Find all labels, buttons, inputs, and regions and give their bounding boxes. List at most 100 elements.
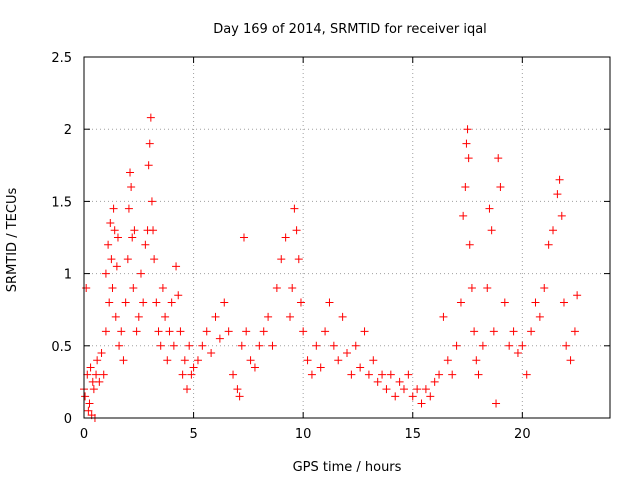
data-point xyxy=(272,284,281,293)
data-point xyxy=(108,284,117,293)
x-tick-label: 15 xyxy=(404,427,421,442)
data-point xyxy=(509,327,518,336)
data-point xyxy=(307,370,316,379)
data-point xyxy=(126,168,135,177)
data-point xyxy=(174,291,183,300)
data-point xyxy=(435,370,444,379)
data-point xyxy=(82,284,91,293)
data-point xyxy=(149,226,158,235)
data-point xyxy=(89,385,98,394)
data-point xyxy=(527,327,536,336)
data-point xyxy=(299,327,308,336)
data-point xyxy=(426,392,435,401)
data-point xyxy=(467,284,476,293)
data-point xyxy=(391,392,400,401)
y-tick-label: 1.5 xyxy=(51,195,72,210)
data-point xyxy=(474,370,483,379)
data-point xyxy=(513,349,522,358)
data-point xyxy=(465,240,474,249)
data-point xyxy=(531,298,540,307)
data-point xyxy=(535,312,544,321)
data-point xyxy=(169,341,178,350)
x-tick-label: 5 xyxy=(189,427,197,442)
data-point xyxy=(85,399,94,408)
data-point xyxy=(139,298,148,307)
data-point xyxy=(167,298,176,307)
data-point xyxy=(338,312,347,321)
data-point xyxy=(176,327,185,336)
data-point xyxy=(229,370,238,379)
data-point xyxy=(111,312,120,321)
data-point xyxy=(494,154,503,163)
data-point xyxy=(109,204,118,213)
data-point xyxy=(303,356,312,365)
data-point xyxy=(165,327,174,336)
data-point xyxy=(193,356,202,365)
data-point xyxy=(463,125,472,134)
y-tick-label: 2.5 xyxy=(51,51,72,66)
data-point xyxy=(224,327,233,336)
data-point xyxy=(277,255,286,264)
data-point xyxy=(549,226,558,235)
data-point xyxy=(101,327,110,336)
data-point xyxy=(185,341,194,350)
data-point xyxy=(246,356,255,365)
data-point xyxy=(112,262,121,271)
data-point xyxy=(97,349,106,358)
data-point xyxy=(443,356,452,365)
data-point xyxy=(334,356,343,365)
data-point xyxy=(540,284,549,293)
data-point xyxy=(183,385,192,394)
data-point xyxy=(489,327,498,336)
data-point xyxy=(123,255,132,264)
data-point xyxy=(312,341,321,350)
data-point xyxy=(92,370,101,379)
data-point xyxy=(141,240,150,249)
data-point xyxy=(147,197,156,206)
data-point xyxy=(154,327,163,336)
data-point xyxy=(559,298,568,307)
data-point xyxy=(132,327,141,336)
data-point xyxy=(136,269,145,278)
x-tick-label: 20 xyxy=(514,427,531,442)
data-point xyxy=(500,298,509,307)
data-point xyxy=(233,385,242,394)
data-point xyxy=(459,211,468,220)
data-point xyxy=(356,363,365,372)
data-point xyxy=(347,370,356,379)
data-point xyxy=(562,341,571,350)
y-tick-label: 0.5 xyxy=(51,340,72,355)
data-point xyxy=(325,298,334,307)
data-point xyxy=(395,377,404,386)
data-point xyxy=(115,341,124,350)
data-point xyxy=(544,240,553,249)
data-point xyxy=(144,161,153,170)
data-point xyxy=(152,298,161,307)
data-point xyxy=(81,392,90,401)
data-point xyxy=(492,399,501,408)
data-point xyxy=(343,349,351,358)
data-point xyxy=(119,356,128,365)
data-point xyxy=(316,363,325,372)
data-point xyxy=(86,363,95,372)
data-point xyxy=(259,327,268,336)
data-point xyxy=(250,363,259,372)
data-point xyxy=(107,255,116,264)
data-point xyxy=(456,298,465,307)
data-point xyxy=(215,334,224,343)
data-point xyxy=(404,370,413,379)
chart-title: Day 169 of 2014, SRMTID for receiver iqa… xyxy=(213,22,487,37)
data-point xyxy=(264,312,273,321)
data-point xyxy=(211,312,220,321)
data-point xyxy=(505,341,514,350)
x-axis-label: GPS time / hours xyxy=(293,460,402,475)
data-point xyxy=(292,226,301,235)
data-point xyxy=(487,226,496,235)
data-point xyxy=(413,385,422,394)
x-tick-label: 10 xyxy=(295,427,312,442)
data-point xyxy=(106,219,115,228)
data-point xyxy=(156,341,165,350)
data-point xyxy=(124,204,133,213)
data-point xyxy=(105,298,114,307)
data-point xyxy=(288,284,297,293)
